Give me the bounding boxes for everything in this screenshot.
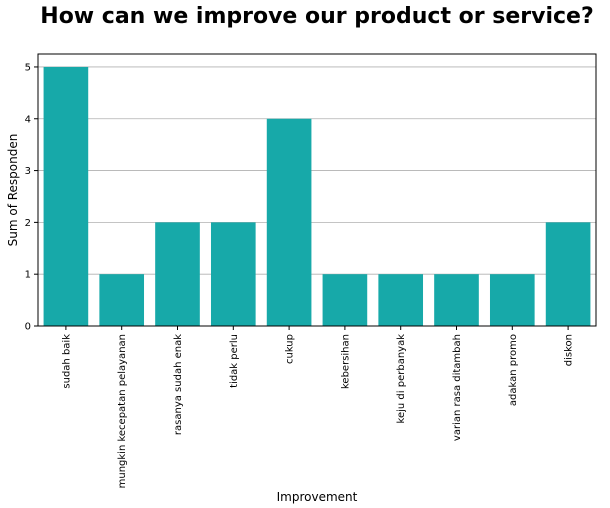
y-tick-label: 2 bbox=[25, 218, 31, 229]
y-axis-label: Sum of Responden bbox=[6, 134, 20, 247]
bar bbox=[99, 274, 145, 326]
x-tick-label: mungkin kecepatan pelayanan bbox=[117, 334, 128, 488]
bar bbox=[378, 274, 424, 326]
gridlines bbox=[38, 66, 596, 275]
bar bbox=[266, 118, 312, 326]
x-tick-label: keju di perbanyak bbox=[396, 334, 407, 424]
x-tick-label: adakan promo bbox=[508, 334, 519, 406]
x-tick-label: kebersihan bbox=[340, 334, 351, 389]
x-axis-ticks: sudah baik mungkin kecepatan pelayanan ras… bbox=[61, 326, 575, 488]
y-tick-label: 5 bbox=[25, 62, 31, 73]
x-tick-label: rasanya sudah enak bbox=[173, 334, 184, 435]
x-tick-label: tidak perlu bbox=[229, 334, 240, 388]
bar bbox=[210, 222, 256, 326]
x-tick-label: cukup bbox=[285, 334, 296, 364]
bar bbox=[489, 274, 535, 326]
x-tick-label: diskon bbox=[564, 334, 575, 366]
y-tick-label: 0 bbox=[25, 322, 31, 333]
x-tick-label: sudah baik bbox=[61, 334, 72, 389]
chart-title: How can we improve our product or servic… bbox=[40, 4, 594, 29]
bar bbox=[545, 222, 591, 326]
y-tick-label: 3 bbox=[25, 166, 31, 177]
x-tick-label: varian rasa ditambah bbox=[452, 334, 463, 441]
y-axis-ticks: 0 1 2 3 4 5 bbox=[25, 62, 38, 333]
bar bbox=[434, 274, 479, 326]
y-tick-label: 4 bbox=[25, 114, 31, 125]
plot-frame bbox=[37, 53, 597, 327]
x-axis-label: Improvement bbox=[277, 490, 358, 504]
bar bbox=[322, 274, 368, 326]
bars bbox=[43, 66, 591, 326]
bar bbox=[155, 222, 200, 326]
bar bbox=[43, 66, 89, 326]
y-tick-label: 1 bbox=[25, 270, 31, 281]
